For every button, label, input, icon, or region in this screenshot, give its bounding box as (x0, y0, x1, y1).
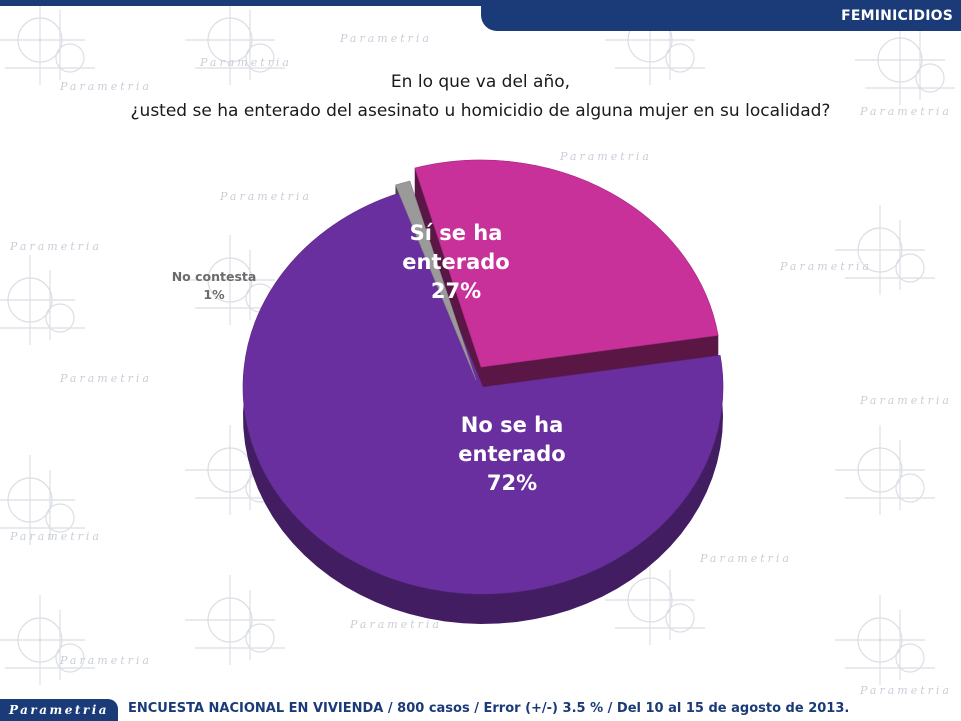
watermark-text: Parametria (349, 618, 442, 631)
watermark-text: Parametria (779, 260, 872, 273)
watermark-text: Parametria (859, 394, 952, 407)
footer: Parametria ENCUESTA NACIONAL EN VIVIENDA… (0, 699, 961, 721)
pie-slice-cut (414, 168, 481, 397)
watermark-text: Parametria (339, 32, 432, 45)
watermark-text: Parametria (859, 105, 952, 118)
question-line-2: ¿usted se ha enterado del asesinato u ho… (130, 101, 831, 121)
section-title: FEMINICIDIOS (841, 8, 953, 24)
slice-label: No se ha enterado 72% (458, 413, 565, 495)
watermark-text: Parametria (59, 654, 152, 667)
pie-slice (242, 191, 724, 595)
watermark-text: Parametria (559, 150, 652, 163)
pie-slice (395, 180, 477, 381)
question-line-1: En lo que va del año, (390, 72, 571, 92)
watermark-text: Parametria (199, 56, 292, 69)
slice-label: No contesta 1% (172, 269, 257, 302)
section-banner: FEMINICIDIOS (481, 0, 961, 31)
watermark-text: Parametria (59, 372, 152, 385)
pie-slice (414, 159, 719, 368)
watermark-text: Parametria (9, 530, 102, 543)
watermark-text: Parametria (859, 684, 952, 697)
watermark-text: Parametria (699, 552, 792, 565)
watermark-text: Parametria (59, 80, 152, 93)
watermark-text: Parametria (219, 190, 312, 203)
slice-label: Sí se ha enterado 27% (402, 221, 509, 303)
footer-note: ENCUESTA NACIONAL EN VIVIENDA / 800 caso… (128, 701, 850, 716)
footer-logo: Parametria (0, 699, 118, 721)
top-band (0, 0, 961, 6)
watermark-text: Parametria (9, 240, 102, 253)
